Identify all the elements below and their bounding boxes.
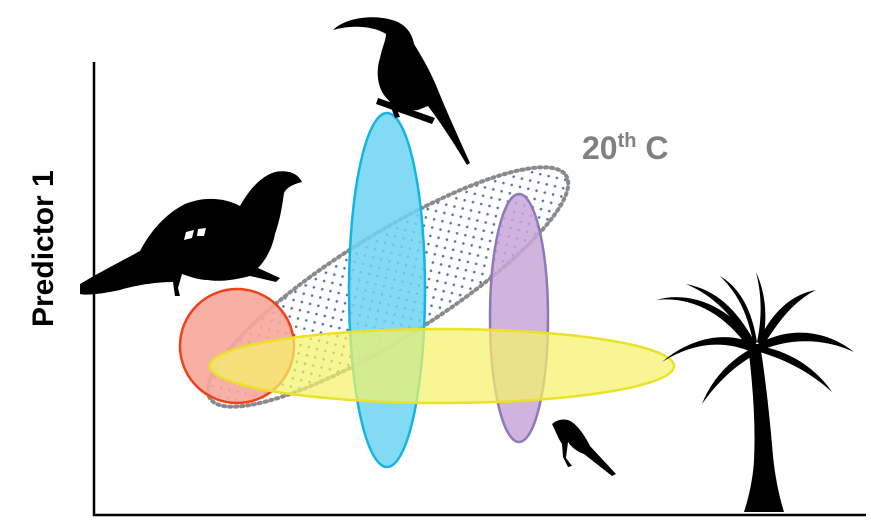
small-bird-silhouette — [552, 419, 616, 476]
axes — [92, 62, 866, 517]
curassow-silhouette — [80, 171, 302, 296]
y-axis-title: Predictor 1 — [27, 170, 60, 327]
purple-niche-ellipse — [488, 192, 550, 444]
era-suffix: th — [617, 130, 637, 152]
era-unit: C — [645, 130, 669, 166]
era-label: 20th C — [582, 128, 668, 168]
toucan-silhouette — [333, 17, 470, 166]
yellow-niche-ellipse — [208, 327, 676, 405]
era-number: 20 — [582, 130, 618, 166]
palm-tree-silhouette — [656, 272, 854, 512]
blue-niche-ellipse — [347, 111, 427, 469]
